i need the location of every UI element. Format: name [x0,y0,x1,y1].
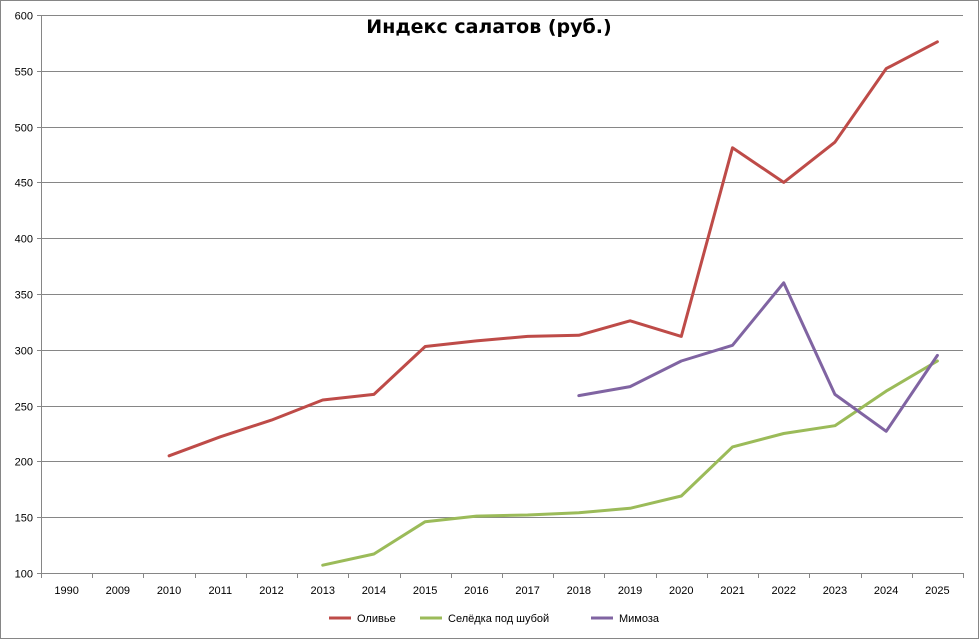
x-tick-label: 2011 [208,585,232,597]
x-tick-label: 2024 [874,585,898,597]
y-tick-label: 600 [15,11,33,23]
legend-label-2: Селёдка под шубой [448,613,549,625]
axes [37,15,964,578]
x-tick-labels: 1990 2009 2010 2011 2012 2013 2014 2015 2016 2017… [54,585,949,597]
x-tick-label: 2016 [464,585,488,597]
x-tick-label: 2018 [567,585,591,597]
legend-label-1: Оливье [357,613,396,625]
x-tick-label: 2021 [720,585,744,597]
series-line-2 [321,359,939,567]
x-tick-label: 2015 [413,585,437,597]
y-tick-label: 400 [15,234,33,246]
chart-title: Индекс салатов (руб.) [366,16,611,38]
series-lines [167,40,939,567]
x-tick-label: 2010 [157,585,181,597]
y-tick-label: 300 [15,346,33,358]
y-tick-label: 200 [15,457,33,469]
x-tick-label: 2023 [823,585,847,597]
legend-label-3: Мимоза [619,613,660,625]
y-tick-label: 150 [15,513,33,525]
x-tick-label: 2009 [106,585,130,597]
x-tick-label: 2014 [362,585,386,597]
x-tick-label: 1990 [54,585,78,597]
x-tick-label: 2017 [515,585,539,597]
series-line-3 [577,281,939,433]
y-tick-label: 350 [15,290,33,302]
y-tick-labels: 100 150 200 250 300 350 400 450 500 550 600 [15,11,33,581]
series-line-1 [167,40,939,458]
x-tick-label: 2019 [618,585,642,597]
y-tick-label: 100 [15,569,33,581]
x-tick-label: 2012 [259,585,283,597]
y-tick-label: 500 [15,123,33,135]
x-tick-label: 2020 [669,585,693,597]
x-tick-label: 2022 [771,585,795,597]
x-tick-label: 2013 [310,585,334,597]
legend: Оливье Селёдка под шубой Мимоза [329,613,660,625]
y-tick-label: 550 [15,67,33,79]
x-tick-label: 2025 [925,585,949,597]
y-tick-label: 450 [15,178,33,190]
gridlines [41,15,963,518]
y-tick-label: 250 [15,402,33,414]
